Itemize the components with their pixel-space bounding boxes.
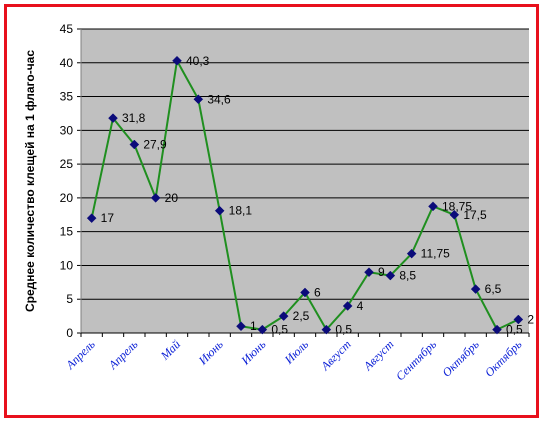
data-point-marker [129, 139, 140, 150]
data-label: 1 [250, 319, 257, 333]
data-label: 17 [101, 211, 115, 225]
data-label: 0,5 [335, 323, 352, 337]
data-point-marker [492, 324, 502, 335]
data-point-marker [364, 267, 374, 278]
data-labels: 17 31,8 27,9 20 40,3 34,6 18,1 1 0,5 2,5 6 0,5 4 9 8,5… [101, 54, 535, 337]
data-point-marker [172, 55, 182, 66]
data-label: 6 [314, 285, 321, 299]
x-category-label: Июль [281, 337, 311, 367]
data-label: 34,6 [207, 92, 231, 106]
data-point-marker [236, 321, 246, 332]
x-category-label: Июнь [238, 337, 269, 368]
data-point-marker [342, 301, 353, 311]
plot-area [81, 29, 529, 333]
data-label: 20 [165, 191, 179, 205]
data-label: 0,5 [506, 323, 523, 337]
data-label: 11,75 [421, 247, 450, 261]
data-label: 9 [378, 265, 385, 279]
y-tick-label: 30 [60, 123, 74, 137]
data-point-marker [428, 201, 438, 212]
data-label: 2,5 [293, 309, 310, 323]
y-tick-label: 10 [60, 258, 74, 272]
data-point-marker [300, 287, 310, 298]
gridlines [81, 28, 529, 300]
x-axis-labels: Апрель Апрель Май Июнь Июнь Июль Август АвгустС… [62, 337, 524, 384]
x-category-label: Июнь [195, 337, 226, 368]
data-point-marker [513, 314, 524, 325]
x-category-label: Май [157, 337, 183, 363]
data-label: 8,5 [399, 269, 416, 283]
x-category-label: Октябрь [439, 337, 482, 380]
data-point-marker [257, 324, 268, 335]
data-point-marker [193, 94, 204, 105]
data-point-marker [470, 284, 481, 294]
data-point-marker [214, 205, 225, 216]
x-category-label: Октябрь [482, 337, 525, 380]
x-category-label: Август [317, 337, 354, 374]
y-tick-label: 35 [60, 90, 74, 104]
data-label: 17,5 [463, 208, 487, 222]
y-tick-label: 20 [60, 191, 74, 205]
data-point-marker [406, 248, 417, 259]
data-point-marker [385, 270, 396, 281]
data-point-marker [278, 311, 289, 321]
y-axis-ticks: 0 5 10 15 20 25 30 35 40 45 [60, 22, 530, 340]
data-label: 31,8 [122, 111, 146, 125]
x-category-label: Апрель [62, 337, 98, 373]
y-axis-title: Среднее количество клещей на 1 флаго-час [23, 50, 37, 312]
data-point-marker [86, 213, 97, 224]
x-category-label: Сентябрь [393, 337, 440, 384]
y-tick-label: 15 [60, 225, 74, 239]
data-point-marker [321, 324, 332, 335]
data-label: 18,1 [229, 204, 253, 218]
data-label: 6,5 [485, 282, 502, 296]
data-point-marker [108, 113, 118, 124]
series-line-group [86, 55, 524, 335]
data-label: 2 [527, 312, 534, 326]
data-label: 4 [357, 299, 364, 313]
y-tick-label: 25 [60, 157, 74, 171]
data-point-marker [449, 209, 460, 220]
data-label: 27,9 [143, 138, 167, 152]
y-tick-label: 45 [60, 22, 74, 36]
data-label: 0,5 [271, 323, 288, 337]
y-tick-label: 40 [60, 56, 74, 70]
data-label: 40,3 [186, 54, 210, 68]
data-label: 18,75 [442, 199, 472, 213]
x-category-label: Август [360, 337, 397, 374]
x-category-label: Апрель [105, 337, 141, 373]
data-point-marker [150, 193, 161, 203]
y-tick-label: 5 [66, 292, 73, 306]
y-tick-label: 0 [66, 326, 73, 340]
